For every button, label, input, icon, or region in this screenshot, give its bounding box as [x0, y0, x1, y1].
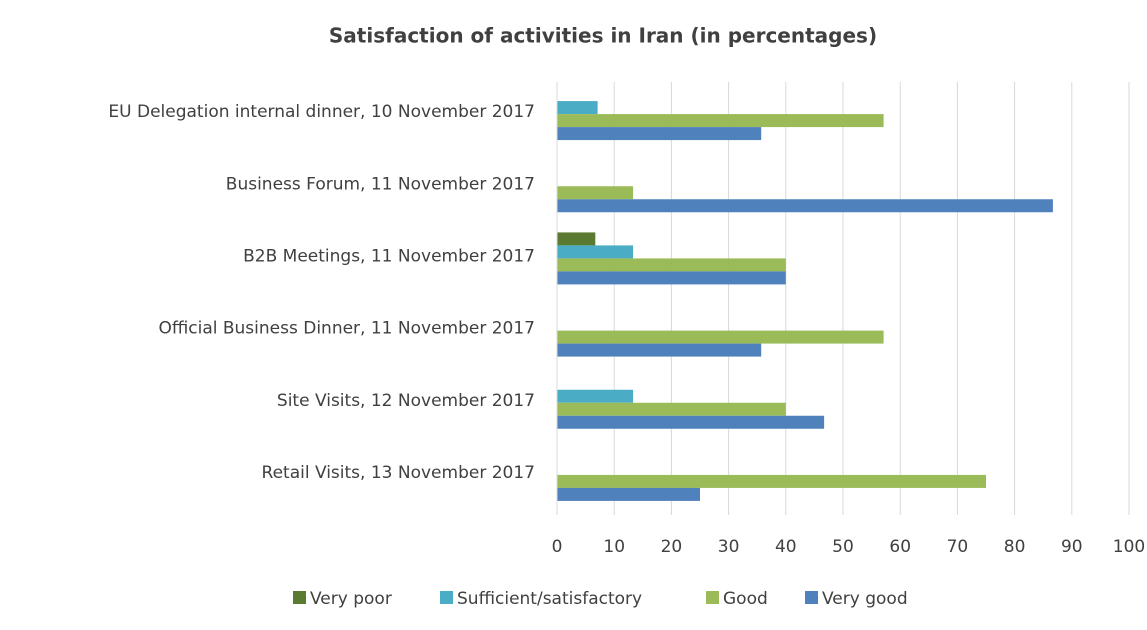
x-tick-label: 50	[832, 537, 854, 557]
y-tick-label: Site Visits, 12 November 2017	[277, 391, 535, 411]
bar	[557, 415, 825, 429]
legend-swatch	[805, 591, 818, 604]
bar	[557, 245, 634, 259]
legend-label: Sufficient/satisfactory	[457, 589, 642, 609]
bar	[557, 258, 786, 272]
chart-title: Satisfaction of activities in Iran (in p…	[329, 24, 877, 48]
bar	[557, 127, 762, 141]
y-tick-label: Business Forum, 11 November 2017	[226, 174, 535, 194]
x-tick-label: 20	[661, 537, 683, 557]
bar	[557, 343, 762, 357]
bar	[557, 101, 598, 115]
x-tick-label: 0	[552, 537, 563, 557]
x-tick-label: 10	[603, 537, 625, 557]
bar	[557, 199, 1053, 213]
x-tick-label: 40	[775, 537, 797, 557]
legend-swatch	[440, 591, 453, 604]
y-tick-label: Official Business Dinner, 11 November 20…	[158, 319, 535, 339]
legend-label: Good	[723, 589, 768, 609]
bar	[557, 487, 700, 501]
bar	[557, 186, 634, 200]
x-tick-label: 80	[1004, 537, 1026, 557]
bar	[557, 114, 884, 128]
legend-label: Very poor	[310, 589, 392, 609]
bar	[557, 389, 634, 403]
bar	[557, 474, 986, 488]
legend-swatch	[706, 591, 719, 604]
bar	[557, 271, 786, 285]
legend-swatch	[293, 591, 306, 604]
x-tick-label: 60	[889, 537, 911, 557]
y-tick-label: EU Delegation internal dinner, 10 Novemb…	[108, 102, 535, 122]
bar	[557, 330, 884, 344]
bar	[557, 402, 786, 416]
x-tick-label: 70	[947, 537, 969, 557]
y-tick-label: B2B Meetings, 11 November 2017	[243, 246, 535, 266]
x-tick-label: 90	[1061, 537, 1083, 557]
bar	[557, 232, 596, 246]
legend-label: Very good	[822, 589, 908, 609]
x-tick-label: 30	[718, 537, 740, 557]
x-tick-label: 100	[1113, 537, 1145, 557]
y-tick-label: Retail Visits, 13 November 2017	[262, 463, 535, 483]
